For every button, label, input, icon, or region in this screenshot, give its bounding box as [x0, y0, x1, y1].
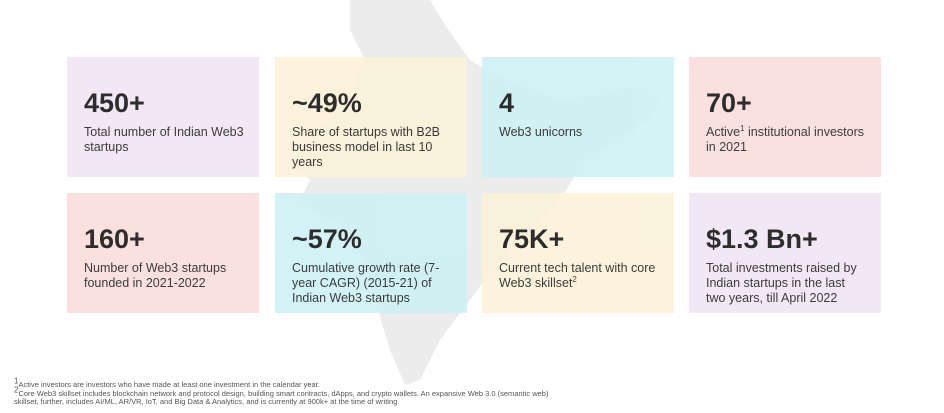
stat-card: $1.3 Bn+ Total investments raised by Indi…: [689, 193, 881, 313]
text: institutional investors in 2021: [706, 125, 865, 154]
stat-value: 160+: [84, 224, 145, 254]
stat-description: Web3 unicorns: [499, 125, 660, 140]
stat-card: 4 Web3 unicorns: [482, 57, 674, 177]
footnote: 1Active investors are investors who have…: [14, 377, 574, 390]
stat-value: 75K+: [499, 224, 565, 254]
stat-description: Active1 institutional investors in 2021: [706, 123, 867, 155]
stat-description: Cumulative growth rate (7-year CAGR) (20…: [292, 261, 453, 306]
stat-card: 160+ Number of Web3 startups founded in 2…: [67, 193, 259, 313]
stat-description: Current tech talent with core Web3 skill…: [499, 261, 660, 291]
footnote-marker: 1: [14, 376, 19, 386]
stat-description: Total number of Indian Web3 startups: [84, 125, 245, 155]
stat-value: 70+: [706, 88, 752, 118]
stat-card: 450+ Total number of Indian Web3 startups: [67, 57, 259, 177]
text: Number of Web3 startups founded in 2021-…: [84, 261, 227, 290]
stat-value: 4: [499, 88, 515, 118]
footnote-text: Active investors are investors who have …: [18, 380, 320, 389]
stat-value: $1.3 Bn+: [706, 224, 818, 254]
stat-description: Total investments raised by Indian start…: [706, 261, 867, 306]
text: Current tech talent with core Web3 skill…: [499, 261, 656, 290]
text: Share of startups with B2B business mode…: [292, 125, 440, 169]
footnotes: 1Active investors are investors who have…: [14, 377, 574, 407]
stat-value: ~57%: [292, 224, 362, 254]
stat-card: 75K+ Current tech talent with core Web3 s…: [482, 193, 674, 313]
text: Total investments raised by Indian start…: [706, 261, 857, 305]
footnote-text: Core Web3 skillset includes blockchain n…: [14, 388, 549, 406]
footnote: 2Core Web3 skillset includes blockchain …: [14, 386, 574, 407]
stat-card: 70+ Active1 institutional investors in 20…: [689, 57, 881, 177]
superscript: 2: [572, 274, 577, 284]
stat-value: 450+: [84, 88, 145, 118]
stat-description: Share of startups with B2B business mode…: [292, 125, 453, 170]
stat-card: ~49% Share of startups with B2B business …: [275, 57, 467, 177]
stat-description: Number of Web3 startups founded in 2021-…: [84, 261, 245, 291]
text: Total number of Indian Web3 startups: [84, 125, 244, 154]
text: Cumulative growth rate (7-year CAGR) (20…: [292, 261, 440, 305]
stat-value: ~49%: [292, 88, 362, 118]
stat-card: ~57% Cumulative growth rate (7-year CAGR)…: [275, 193, 467, 313]
text: Active: [706, 125, 741, 139]
text: Web3 unicorns: [499, 125, 583, 139]
footnote-marker: 2: [14, 385, 19, 394]
superscript: 1: [740, 123, 745, 133]
